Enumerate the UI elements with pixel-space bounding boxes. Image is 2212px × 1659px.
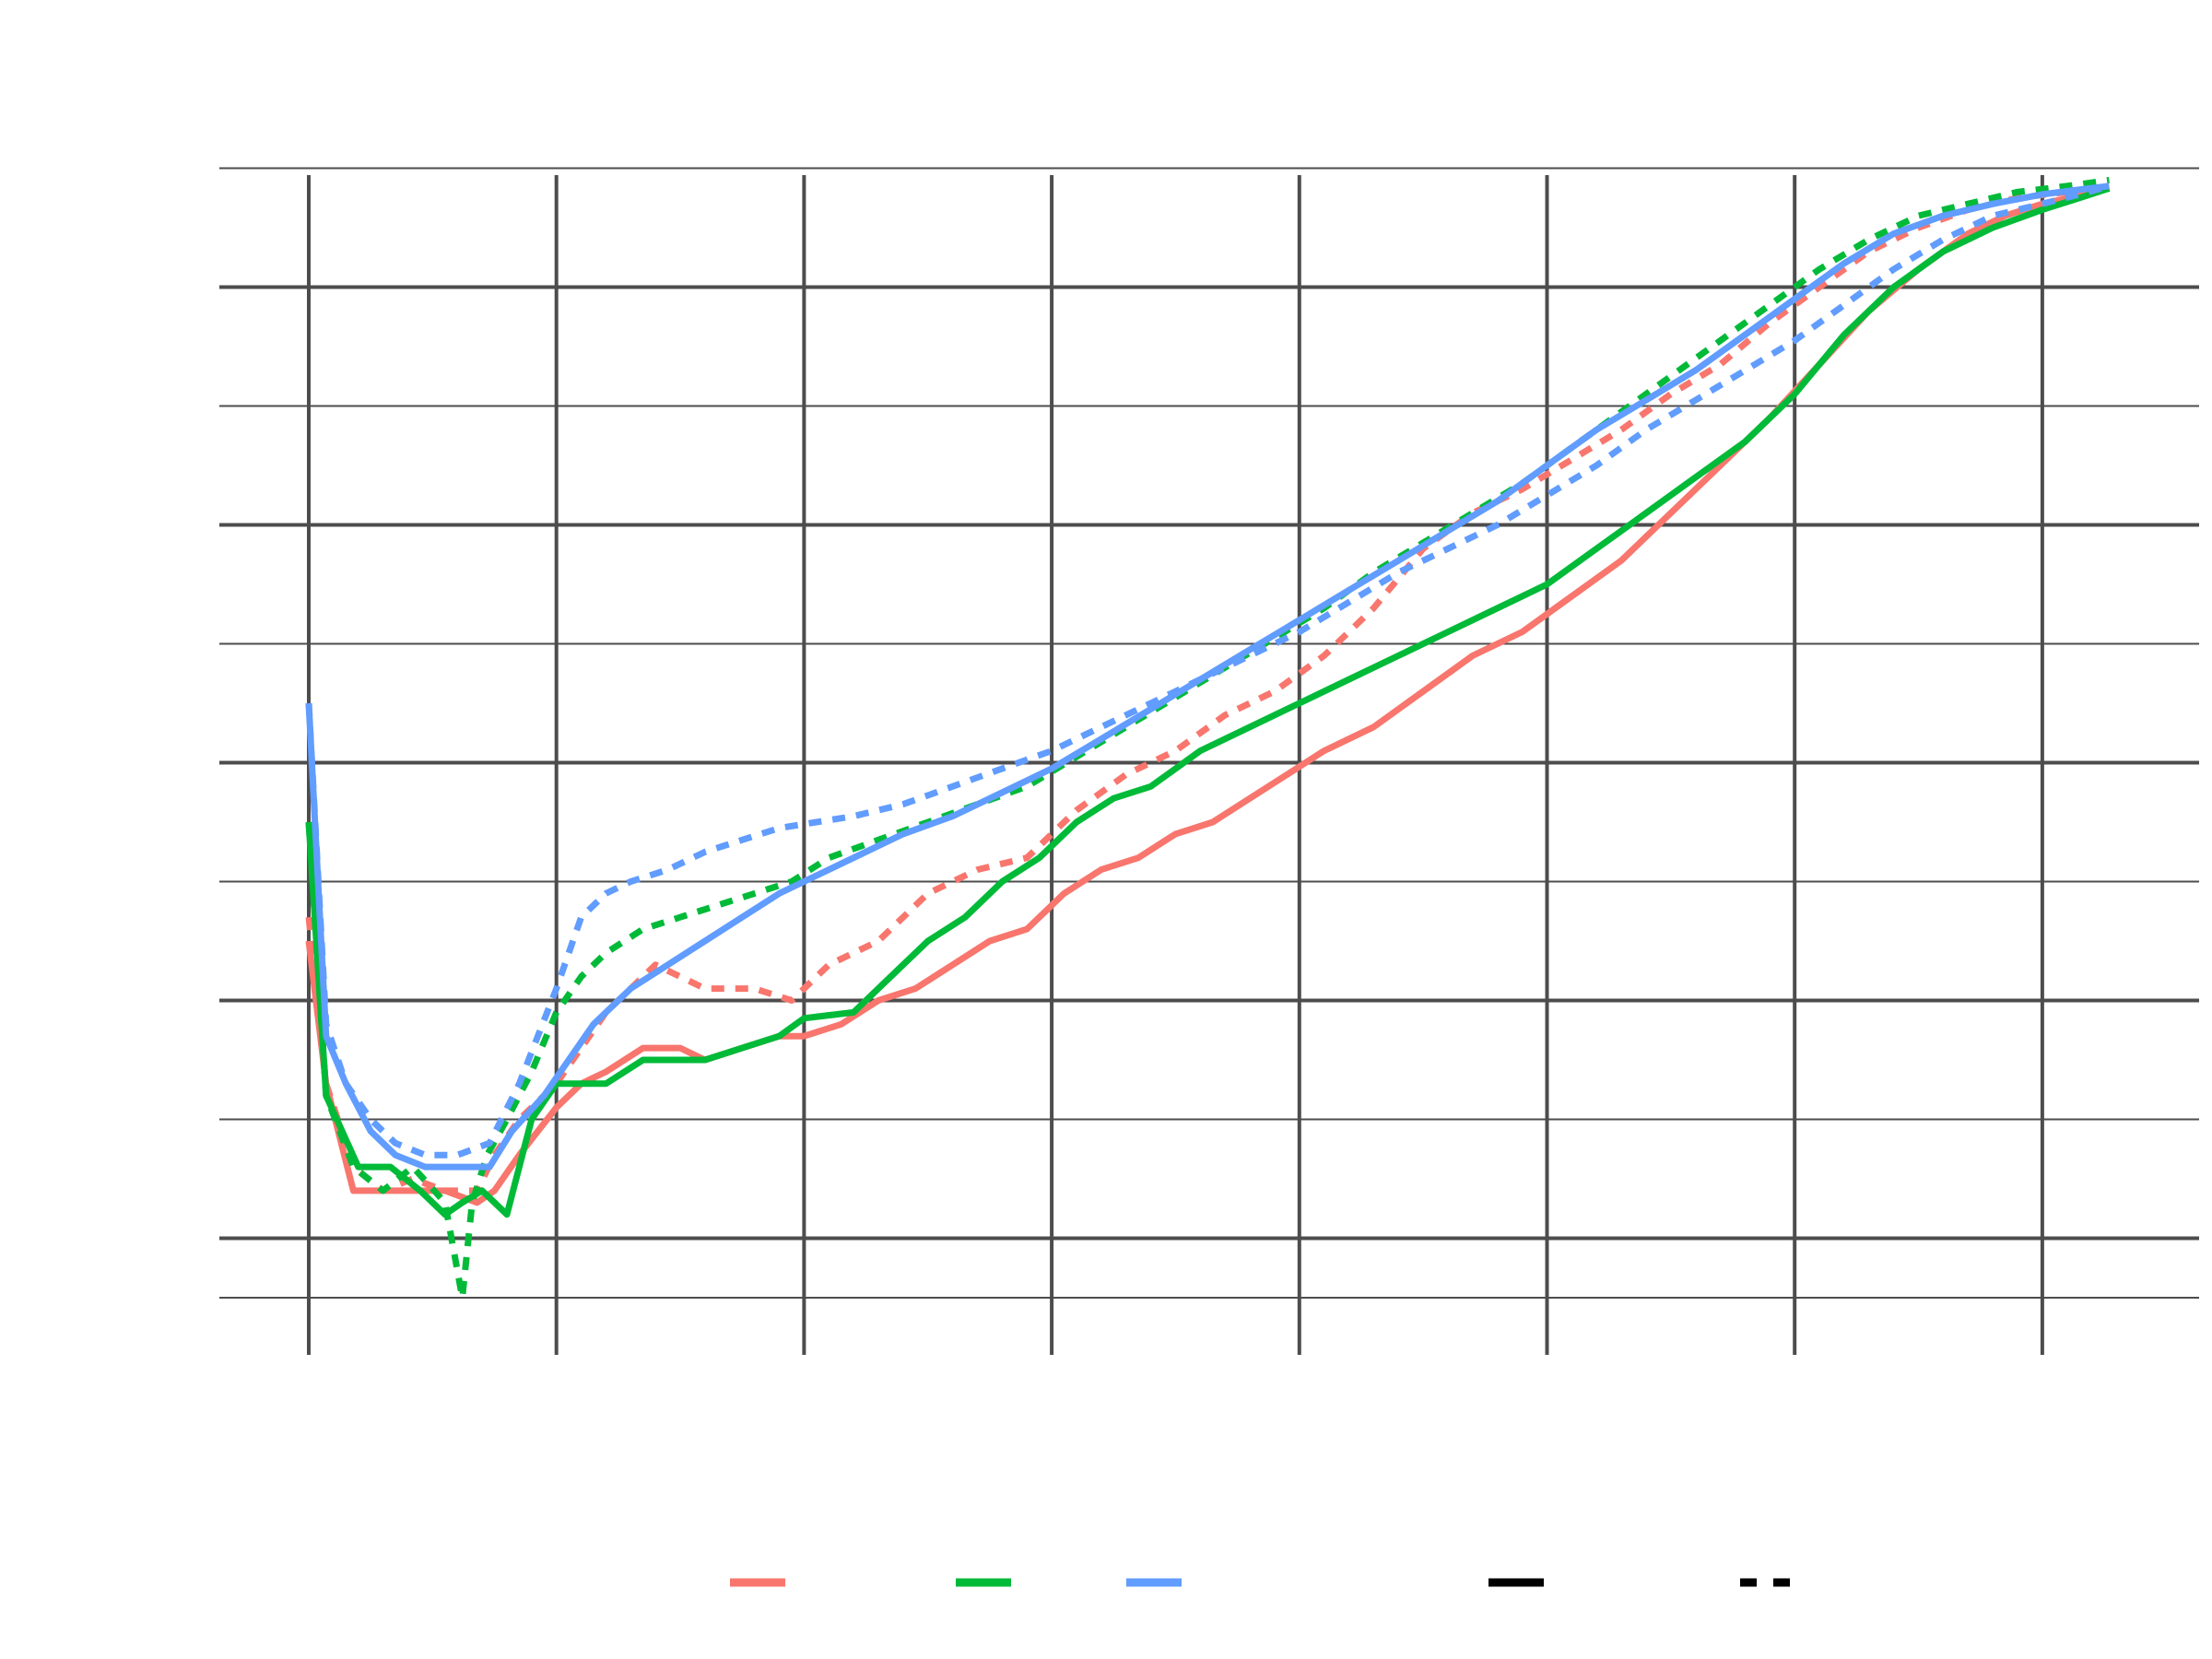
series-line-5: [305, 182, 2110, 1171]
series-line-4: [305, 176, 2110, 1301]
series-line-6: [305, 182, 2111, 1159]
series-line-2: [305, 182, 2110, 1194]
grid: [219, 167, 2199, 1355]
series-lines: [305, 176, 2111, 1301]
series-line-3: [305, 185, 2111, 1218]
